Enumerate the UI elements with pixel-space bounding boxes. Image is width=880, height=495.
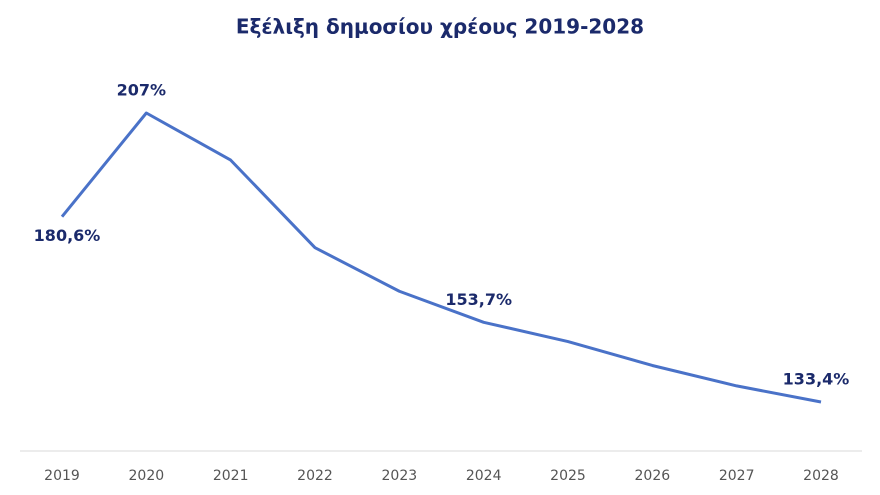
data-label: 153,7%: [445, 290, 512, 309]
data-label: 207%: [117, 81, 166, 100]
data-label: 180,6%: [34, 226, 101, 245]
x-tick-label: 2019: [44, 468, 80, 484]
x-tick-label: 2026: [635, 468, 671, 484]
x-tick-label: 2024: [466, 468, 502, 484]
x-tick-label: 2023: [382, 468, 418, 484]
x-tick-label: 2022: [297, 468, 333, 484]
data-label: 133,4%: [783, 370, 850, 389]
x-tick-label: 2027: [719, 468, 755, 484]
x-tick-label: 2025: [550, 468, 586, 484]
x-tick-label: 2021: [213, 468, 249, 484]
x-tick-label: 2020: [129, 468, 165, 484]
x-tick-label: 2028: [803, 468, 839, 484]
data-line: [60, 111, 822, 404]
chart-title: Εξέλιξη δημοσίου χρέους 2019-2028: [236, 15, 644, 39]
